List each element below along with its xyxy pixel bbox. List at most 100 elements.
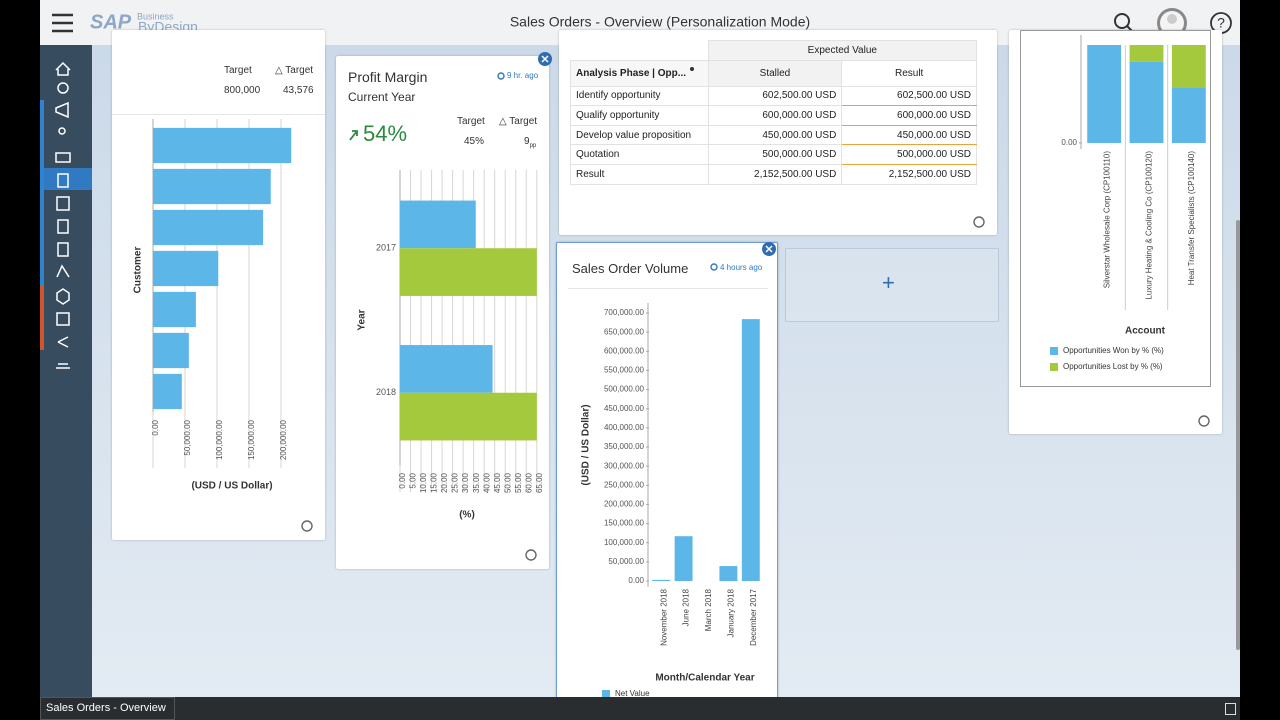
bar	[674, 536, 693, 581]
divider	[112, 114, 325, 115]
bar	[1087, 45, 1122, 143]
nav-icon[interactable]	[57, 82, 69, 94]
delta-target-value: 43,576	[283, 85, 314, 96]
bar	[400, 392, 537, 441]
row: Identify opportunity 602,500.00 USD 602,50…	[570, 85, 977, 107]
bar	[153, 209, 264, 246]
bar	[719, 566, 738, 581]
close-button[interactable]	[538, 52, 552, 66]
row: Develop value proposition 450,000.00 USD 4…	[570, 124, 977, 146]
page-title: Sales Orders - Overview (Personalization…	[510, 14, 810, 30]
y-tick-label: 250,000.00	[604, 480, 645, 489]
bar	[400, 200, 476, 249]
legend-swatch	[602, 690, 610, 697]
nav-icon[interactable]	[56, 312, 70, 326]
refresh-time[interactable]: 9 hr. ago	[507, 71, 539, 80]
x-tick-label: Silverstar Wholesale Corp (CP100110)	[1102, 151, 1111, 289]
refresh-time[interactable]: 4 hours ago	[720, 263, 763, 272]
x-tick-label: 10.00	[419, 472, 428, 493]
legend-swatch	[1050, 363, 1058, 371]
column-header[interactable]: Analysis Phase | Opp...	[570, 59, 709, 87]
nav-icon[interactable]	[56, 264, 70, 278]
bar	[153, 250, 219, 287]
x-tick-label: December 2017	[749, 588, 758, 645]
y-tick-label: 200,000.00	[604, 500, 645, 509]
close-button[interactable]	[762, 242, 776, 256]
trend-arrow	[349, 130, 358, 141]
sidebar-strip	[40, 285, 44, 350]
kpi-value: 54%	[363, 121, 408, 146]
settings-button[interactable]	[973, 216, 985, 228]
column-menu-dot[interactable]	[690, 67, 694, 71]
nav-icon[interactable]	[56, 288, 70, 305]
cell: 2,152,500.00 USD	[707, 163, 843, 185]
settings-button[interactable]	[525, 549, 537, 561]
customer-card	[112, 30, 325, 540]
menu-button[interactable]	[52, 13, 73, 33]
delta-unit: pp	[529, 143, 537, 149]
add-label[interactable]: +	[882, 270, 895, 295]
cell: Result	[570, 163, 709, 185]
y-tick-label: 650,000.00	[604, 327, 645, 336]
y-tick-label: 400,000.00	[604, 423, 645, 432]
nav-icon[interactable]	[57, 336, 69, 348]
legend-label: Net Value	[615, 689, 650, 697]
x-tick-label: 65.00	[535, 472, 544, 493]
y-axis-title: (USD / US Dollar)	[581, 404, 592, 485]
y-tick-label: 2018	[376, 387, 396, 397]
bar	[153, 291, 196, 328]
refresh-icon	[710, 263, 718, 271]
delta-target-label: △ Target	[275, 65, 314, 76]
home-icon[interactable]	[55, 61, 71, 76]
delta-number: 9	[524, 136, 530, 147]
footer-icon[interactable]	[1225, 703, 1236, 715]
row: Qualify opportunity 600,000.00 USD 600,000…	[570, 105, 977, 126]
nav-icon[interactable]	[57, 242, 69, 257]
help-label: ?	[1217, 15, 1225, 31]
divider	[568, 288, 768, 289]
bar	[153, 127, 292, 164]
nav-icon[interactable]	[57, 173, 69, 188]
chart-frame	[1020, 30, 1211, 387]
legend-swatch	[1050, 347, 1058, 355]
x-tick-label: 200,000.00	[279, 419, 288, 460]
x-axis-title: Account	[1125, 326, 1166, 337]
x-tick-label: 35.00	[472, 472, 481, 493]
nav-icon[interactable]	[56, 196, 70, 211]
x-tick-label: March 2018	[704, 588, 713, 631]
y-tick-label: 150,000.00	[604, 519, 645, 528]
y-tick-label: 600,000.00	[604, 346, 645, 355]
bar	[652, 579, 671, 581]
y-tick-label: 450,000.00	[604, 404, 645, 413]
y-axis-title: Year	[357, 309, 368, 330]
nav-icon[interactable]	[55, 152, 71, 163]
refresh-icon	[497, 72, 505, 80]
column-header[interactable]: Result	[841, 59, 977, 87]
nav-icon[interactable]	[55, 101, 69, 119]
x-tick-label: 25.00	[451, 472, 460, 493]
column-header[interactable]: Stalled	[707, 59, 843, 87]
nav-icon[interactable]	[57, 219, 69, 234]
settings-button[interactable]	[1198, 415, 1210, 427]
y-tick-label: 100,000.00	[604, 538, 645, 547]
x-tick-label: November 2018	[659, 588, 668, 645]
y-tick-label: 350,000.00	[604, 442, 645, 451]
footer-tab[interactable]: Sales Orders - Overview	[40, 697, 175, 720]
delta-target-label: △ Target	[499, 116, 538, 127]
sidebar-icons	[55, 61, 71, 369]
target-label: Target	[224, 65, 252, 76]
x-axis-title: (USD / US Dollar)	[191, 481, 272, 492]
target-value: 45%	[464, 136, 485, 147]
settings-button[interactable]	[301, 520, 313, 532]
add-tile[interactable]	[785, 248, 999, 322]
x-tick-label: Luxury Heating & Cooling Co (CP100120)	[1145, 151, 1154, 300]
scrollbar	[1236, 220, 1240, 650]
volume-card	[556, 242, 778, 714]
x-tick-label: 100,000.00	[215, 419, 224, 460]
bar	[153, 168, 271, 205]
nav-icon[interactable]	[58, 127, 66, 135]
sidebar-strip	[40, 100, 44, 285]
nav-icon[interactable]	[56, 363, 70, 369]
bar	[1171, 45, 1206, 88]
x-tick-label: June 2018	[682, 588, 691, 626]
